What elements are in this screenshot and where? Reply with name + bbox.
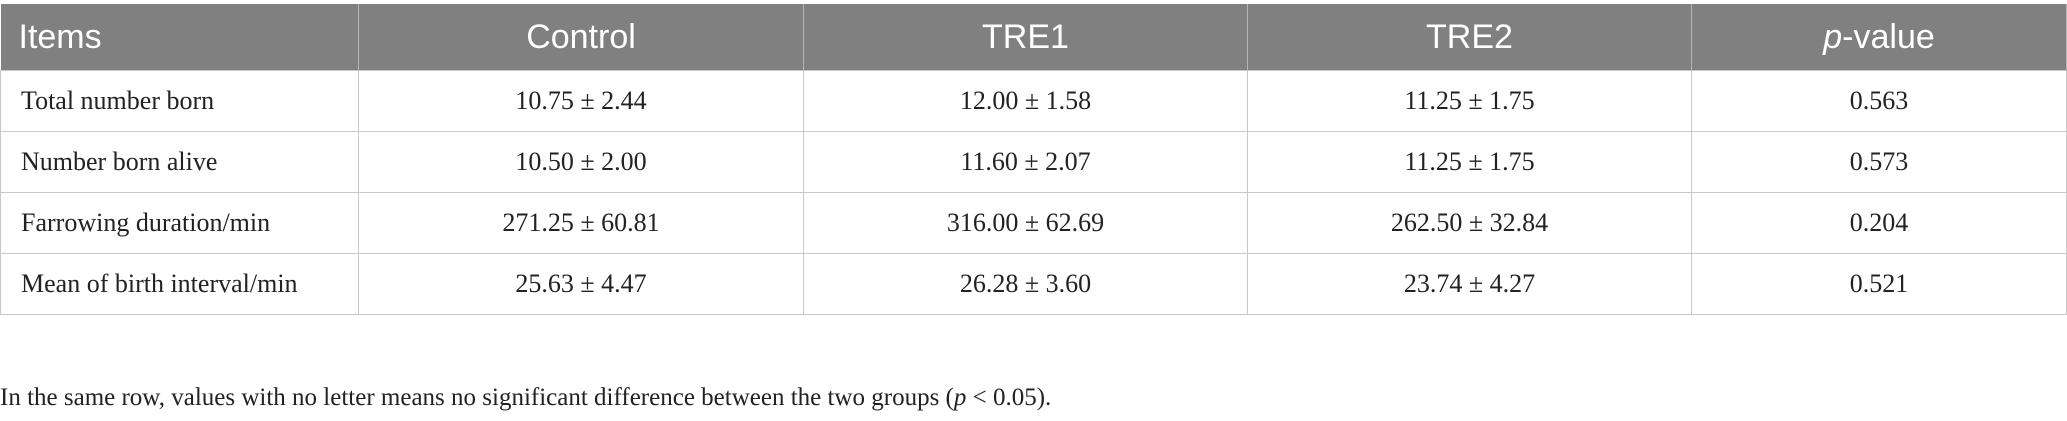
table-cell: 316.00 ± 62.69 xyxy=(803,192,1248,254)
table-body: Total number born 10.75 ± 2.44 12.00 ± 1.5… xyxy=(0,70,2067,315)
table-cell: 11.25 ± 1.75 xyxy=(1247,131,1692,193)
footnote-text: < 0.05). xyxy=(966,384,1052,411)
table-cell: 0.204 xyxy=(1691,192,2067,254)
table-row: Number born alive 10.50 ± 2.00 11.60 ± 2.0… xyxy=(0,131,2067,193)
table-cell: 0.521 xyxy=(1691,253,2067,315)
header-cell: Control xyxy=(358,4,804,71)
table-cell: 23.74 ± 4.27 xyxy=(1247,253,1692,315)
row-label: Total number born xyxy=(0,70,359,132)
header-cell: TRE2 xyxy=(1247,4,1692,71)
header-text: -value xyxy=(1842,17,1935,56)
table-cell: 10.50 ± 2.00 xyxy=(358,131,804,193)
table-cell: 262.50 ± 32.84 xyxy=(1247,192,1692,254)
table-row: Mean of birth interval/min 25.63 ± 4.47 26… xyxy=(0,253,2067,315)
data-table: Items Control TRE1 TRE2 p-value Total number… xyxy=(0,4,2067,315)
table-row: Farrowing duration/min 271.25 ± 60.81 316.… xyxy=(0,192,2067,254)
row-label: Number born alive xyxy=(0,131,359,193)
footnote: In the same row, values with no letter m… xyxy=(0,384,1051,412)
table-cell: 10.75 ± 2.44 xyxy=(358,70,804,132)
header-cell: TRE1 xyxy=(803,4,1248,71)
table-cell: 11.60 ± 2.07 xyxy=(803,131,1248,193)
table-row: Total number born 10.75 ± 2.44 12.00 ± 1.5… xyxy=(0,70,2067,132)
table-cell: 12.00 ± 1.58 xyxy=(803,70,1248,132)
footnote-text: In the same row, values with no letter m… xyxy=(0,384,954,411)
table-cell: 0.563 xyxy=(1691,70,2067,132)
header-row: Items Control TRE1 TRE2 p-value xyxy=(0,4,2067,71)
table-cell: 25.63 ± 4.47 xyxy=(358,253,804,315)
table-cell: 11.25 ± 1.75 xyxy=(1247,70,1692,132)
header-text: p xyxy=(1823,17,1843,56)
header-cell: Items xyxy=(0,4,359,71)
header-cell: p-value xyxy=(1691,4,2067,71)
footnote-text: p xyxy=(953,384,967,411)
table-cell: 271.25 ± 60.81 xyxy=(358,192,804,254)
table-cell: 0.573 xyxy=(1691,131,2067,193)
row-label: Farrowing duration/min xyxy=(0,192,359,254)
row-label: Mean of birth interval/min xyxy=(0,253,359,315)
table-cell: 26.28 ± 3.60 xyxy=(803,253,1248,315)
